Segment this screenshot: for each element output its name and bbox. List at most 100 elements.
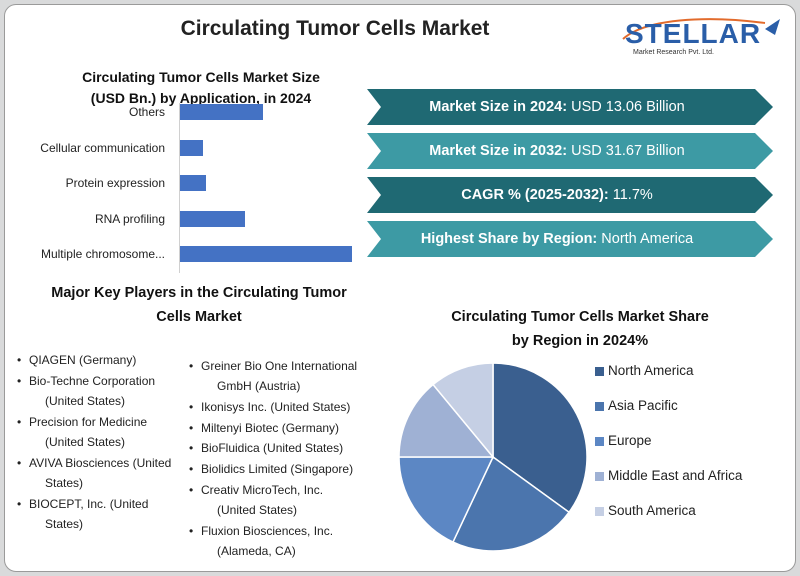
bar-chart-title: Circulating Tumor Cells Market Size (USD… [35, 67, 367, 109]
key-player-item: • Miltenyi Biotec (Germany) [189, 418, 340, 438]
stat-banner: Market Size in 2032: USD 31.67 Billion [367, 133, 775, 169]
legend-swatch [595, 367, 604, 376]
key-player-item: • Fluxion Biosciences, Inc. (Alameda, CA) [189, 521, 334, 561]
stat-banner: Market Size in 2024: USD 13.06 Billion [367, 89, 775, 125]
bullet-icon: • [189, 524, 194, 538]
pie-slice [398, 383, 495, 458]
key-players-title: Major Key Players in the Circulating Tum… [21, 281, 377, 329]
bullet-icon: • [189, 421, 194, 435]
bar-category-label: Protein expression [65, 176, 165, 190]
bar [180, 246, 352, 262]
key-player-item: • Bio-Techne Corporation (United States) [17, 371, 156, 411]
bar [180, 104, 264, 120]
banner-text: Market Size in 2032: USD 31.67 Billion [367, 133, 747, 169]
bar [180, 175, 207, 191]
bullet-icon: • [189, 400, 194, 414]
legend-label: Middle East and Africa [608, 468, 743, 483]
key-player-item: • Ikonisys Inc. (United States) [189, 397, 351, 417]
key-player-item: • Biolidics Limited (Singapore) [189, 459, 354, 479]
legend-swatch [595, 472, 604, 481]
legend-label: Asia Pacific [608, 398, 678, 413]
bar-category-label: Others [128, 105, 165, 119]
bullet-icon: • [17, 353, 22, 367]
key-player-name: AVIVA Biosciences (United [29, 456, 172, 470]
banner-text: CAGR % (2025-2032): 11.7% [367, 177, 747, 213]
banner-text: Highest Share by Region: North America [367, 221, 747, 257]
banner-arrow-shape [367, 133, 773, 169]
bullet-icon: • [189, 462, 194, 476]
key-player-item: • BIOCEPT, Inc. (United States) [17, 494, 149, 534]
legend-label: North America [608, 363, 694, 378]
bullet-icon: • [17, 415, 22, 429]
logo-subtitle: Market Research Pvt. Ltd. [633, 49, 714, 56]
legend-swatch [595, 402, 604, 411]
key-player-name: QIAGEN (Germany) [29, 353, 137, 367]
key-player-name-cont: (Alameda, CA) [217, 544, 296, 558]
key-players-title-line2: Cells Market [156, 309, 242, 325]
legend-swatch [595, 507, 604, 516]
legend-label: South America [608, 503, 696, 518]
banner-label: Highest Share by Region: [420, 231, 598, 247]
key-player-item: • AVIVA Biosciences (United States) [17, 453, 172, 493]
bar-category-label: RNA profiling [94, 211, 165, 226]
pie-slice [432, 362, 494, 460]
key-player-item: • BioFluidica (United States) [189, 438, 344, 458]
stellar-logo-graphic: STELLAR [622, 18, 780, 49]
bar-category-label: Multiple chromosome... [40, 247, 165, 261]
banner-label: Market Size in 2032: [429, 143, 568, 159]
key-player-item: • Precision for Medicine (United States) [17, 412, 148, 452]
key-player-name: Fluxion Biosciences, Inc. [201, 524, 334, 538]
banner-text: Market Size in 2024: USD 13.06 Billion [367, 89, 747, 125]
banner-arrow-shape [367, 221, 773, 257]
pie-chart [398, 362, 588, 552]
key-player-name: Miltenyi Biotec (Germany) [201, 421, 340, 435]
bullet-icon: • [17, 456, 22, 470]
bar [180, 139, 204, 156]
bullet-icon: • [17, 374, 22, 388]
key-player-name: Creativ MicroTech, Inc. [201, 483, 324, 497]
key-player-item: • Creativ MicroTech, Inc. (United States) [189, 480, 324, 520]
key-players-title-line1: Major Key Players in the Circulating Tum… [51, 285, 347, 301]
bullet-icon: • [189, 441, 194, 455]
banner-value: USD 13.06 Billion [567, 99, 685, 115]
key-player-name-cont: States) [45, 476, 84, 490]
key-player-name-cont: States) [45, 517, 84, 531]
bar [180, 210, 246, 227]
bar-chart-title-line2: (USD Bn.) by Application, in 2024 [90, 90, 312, 106]
legend-swatch [595, 437, 604, 446]
svg-text:STELLAR: STELLAR [625, 18, 761, 49]
key-player-name: BioFluidica (United States) [201, 441, 344, 455]
infographic-card: Circulating Tumor Cells Market STELLAR M… [4, 4, 796, 572]
stellar-logo: STELLAR Market Research Pvt. Ltd. [615, 9, 785, 61]
key-player-name: Biolidics Limited (Singapore) [201, 462, 354, 476]
pie-slice [398, 456, 495, 544]
banner-label: Market Size in 2024: [429, 99, 568, 115]
stat-banner: CAGR % (2025-2032): 11.7% [367, 177, 775, 213]
key-player-name-cont: (United States) [45, 394, 126, 408]
bar-chart-title-line1: Circulating Tumor Cells Market Size [82, 69, 320, 85]
banner-value: North America [597, 231, 694, 247]
bar-chart-axis [179, 103, 180, 273]
key-player-name: BIOCEPT, Inc. (United [29, 497, 149, 511]
key-player-name: Ikonisys Inc. (United States) [201, 400, 351, 414]
key-player-name: Precision for Medicine [29, 415, 148, 429]
bullet-icon: • [189, 483, 194, 497]
pie-chart-title-line1: Circulating Tumor Cells Market Share [451, 309, 709, 325]
banner-arrow-shape [367, 89, 773, 125]
key-player-item: • Greiner Bio One International GmbH (Aust… [189, 356, 357, 396]
banner-value: 11.7% [608, 187, 653, 203]
key-player-name-cont: GmbH (Austria) [217, 379, 301, 393]
key-player-name: Bio-Techne Corporation [29, 374, 156, 388]
page-title: Circulating Tumor Cells Market [180, 17, 490, 40]
pie-chart-title: Circulating Tumor Cells Market Share by … [425, 305, 735, 353]
key-player-name-cont: (United States) [217, 503, 298, 517]
key-player-name-cont: (United States) [45, 435, 126, 449]
key-player-item: • QIAGEN (Germany) [17, 350, 137, 370]
stat-banner: Highest Share by Region: North America [367, 221, 775, 257]
bar-category-label: Cellular communication [40, 140, 165, 155]
bullet-icon: • [17, 497, 22, 511]
banner-value: USD 31.67 Billion [567, 143, 685, 159]
pie-chart-title-line2: by Region in 2024% [511, 333, 649, 349]
banner-arrow-shape [367, 177, 773, 213]
legend-label: Europe [608, 433, 652, 448]
